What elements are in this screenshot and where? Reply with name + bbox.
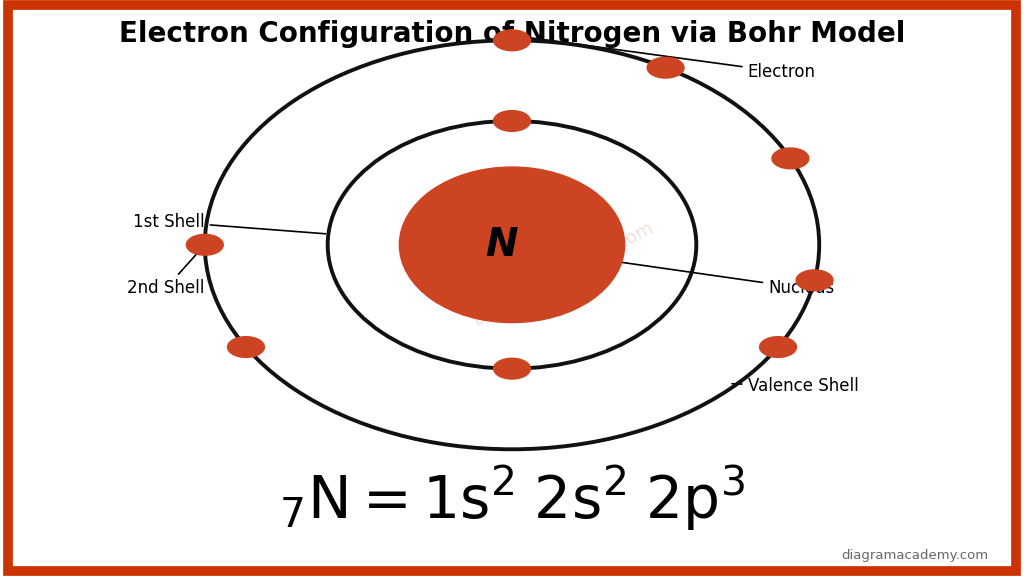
Text: Diagramacademy.com: Diagramacademy.com bbox=[470, 218, 656, 329]
Ellipse shape bbox=[399, 167, 625, 323]
Circle shape bbox=[494, 358, 530, 379]
Text: Nucleus: Nucleus bbox=[583, 257, 835, 297]
Circle shape bbox=[494, 30, 530, 51]
Text: 1st Shell: 1st Shell bbox=[133, 213, 326, 234]
Circle shape bbox=[772, 148, 809, 169]
Circle shape bbox=[186, 234, 223, 255]
Circle shape bbox=[227, 336, 264, 357]
Circle shape bbox=[760, 337, 797, 358]
Text: Electron Configuration of Nitrogen via Bohr Model: Electron Configuration of Nitrogen via B… bbox=[119, 20, 905, 48]
Text: $\mathregular{_7N = 1s^2\;2s^2\;2p^3}$: $\mathregular{_7N = 1s^2\;2s^2\;2p^3}$ bbox=[279, 464, 745, 533]
Circle shape bbox=[796, 270, 833, 291]
Circle shape bbox=[494, 111, 530, 131]
Text: Valence Shell: Valence Shell bbox=[732, 377, 858, 395]
Text: Electron: Electron bbox=[530, 38, 815, 81]
Text: 2nd Shell: 2nd Shell bbox=[127, 247, 205, 297]
Circle shape bbox=[647, 58, 684, 78]
Text: N: N bbox=[485, 226, 518, 264]
Text: diagramacademy.com: diagramacademy.com bbox=[841, 548, 988, 562]
